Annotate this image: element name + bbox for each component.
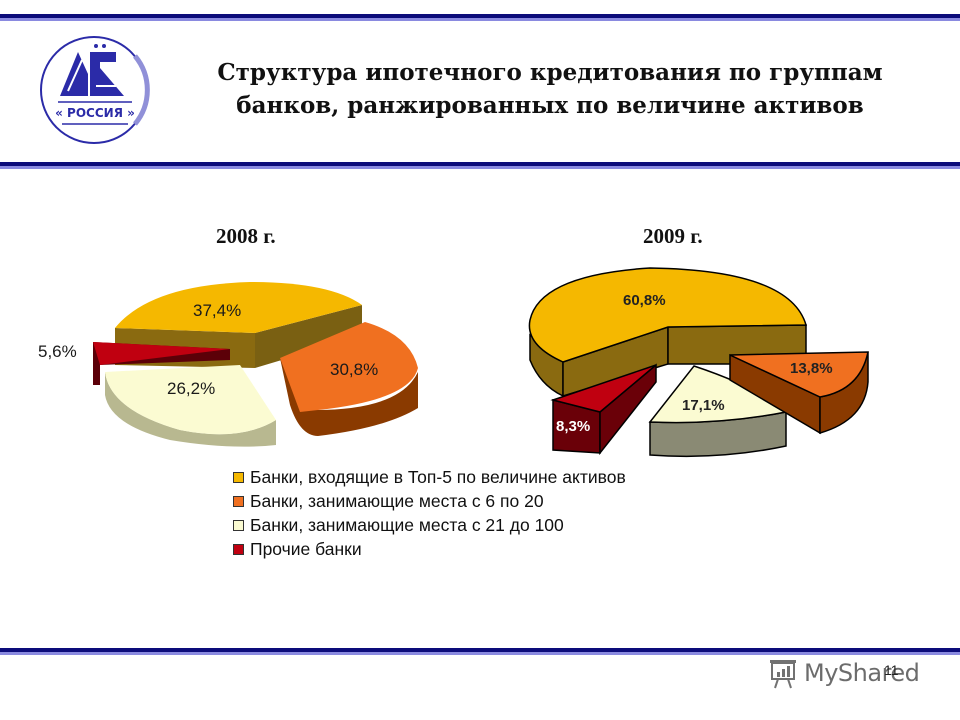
label-2008-top5: 37,4%	[193, 301, 241, 320]
legend-swatch-6-20	[233, 495, 244, 507]
slice-2008-21-100	[105, 365, 276, 447]
legend-item-6-20: Банки, занимающие места с 6 по 20	[233, 489, 626, 513]
label-2008-others: 5,6%	[38, 342, 77, 361]
legend-label: Банки, занимающие места с 21 до 100	[250, 514, 564, 535]
pie-2009: 60,8% 13,8% 17,1% 8,3%	[528, 267, 869, 458]
title-line-2: банков, ранжированных по величине активо…	[236, 92, 864, 119]
legend-swatch-others	[233, 543, 244, 555]
watermark: MyShared	[766, 656, 920, 690]
legend-label: Банки, занимающие места с 6 по 20	[250, 490, 544, 511]
chart-title-2009: 2009 г.	[643, 224, 703, 248]
legend-swatch-top5	[233, 471, 244, 483]
footer-rule	[0, 648, 960, 655]
page-number: 11	[884, 662, 899, 678]
chart-title-2008: 2008 г.	[216, 224, 276, 248]
slice-2009-6-20	[729, 351, 869, 435]
slice-2009-top5	[528, 267, 807, 398]
slice-2009-others	[550, 363, 657, 456]
title-line-1: Структура ипотечного кредитования по гру…	[217, 59, 883, 86]
slice-2008-6-20	[280, 322, 418, 436]
slide-title: Структура ипотечного кредитования по гру…	[185, 56, 915, 122]
label-2009-others: 8,3%	[556, 418, 590, 435]
top-rule	[0, 14, 960, 21]
presentation-board-icon	[770, 660, 796, 689]
watermark-text: MyShared	[804, 659, 920, 687]
bank-logo-icon: « РОССИЯ »	[40, 36, 150, 144]
label-2009-6-20: 13,8%	[790, 360, 833, 377]
slice-2008-others	[93, 342, 230, 385]
legend-label: Банки, входящие в Топ-5 по величине акти…	[250, 466, 626, 487]
slice-2009-21-100	[648, 365, 788, 458]
label-2009-21-100: 17,1%	[682, 397, 725, 414]
label-2008-6-20: 30,8%	[330, 360, 378, 379]
label-2009-top5: 60,8%	[623, 292, 666, 309]
legend-item-others: Прочие банки	[233, 537, 626, 561]
legend-swatch-21-100	[233, 519, 244, 531]
chart-legend: Банки, входящие в Топ-5 по величине акти…	[233, 465, 626, 561]
legend-item-21-100: Банки, занимающие места с 21 до 100	[233, 513, 626, 537]
legend-label: Прочие банки	[250, 538, 362, 559]
pie-2008: 37,4% 30,8% 26,2% 5,6%	[38, 282, 418, 447]
logo-text: « РОССИЯ »	[55, 106, 135, 120]
legend-item-top5: Банки, входящие в Топ-5 по величине акти…	[233, 465, 626, 489]
label-2008-21-100: 26,2%	[167, 379, 215, 398]
header-rule	[0, 162, 960, 169]
